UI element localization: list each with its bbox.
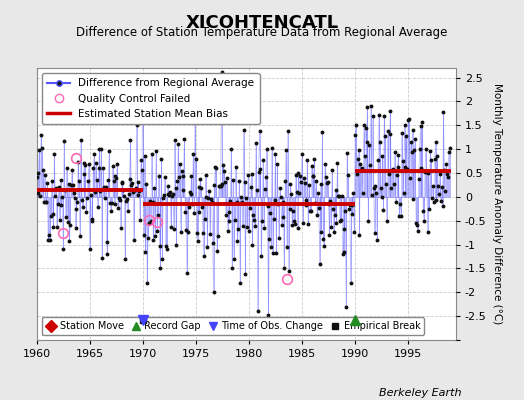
Text: Berkeley Earth: Berkeley Earth: [379, 388, 461, 398]
Text: XICOHTENCATL: XICOHTENCATL: [185, 14, 339, 32]
Y-axis label: Monthly Temperature Anomaly Difference (°C): Monthly Temperature Anomaly Difference (…: [492, 83, 502, 325]
Text: Difference of Station Temperature Data from Regional Average: Difference of Station Temperature Data f…: [77, 26, 447, 39]
Legend: Station Move, Record Gap, Time of Obs. Change, Empirical Break: Station Move, Record Gap, Time of Obs. C…: [41, 317, 424, 335]
